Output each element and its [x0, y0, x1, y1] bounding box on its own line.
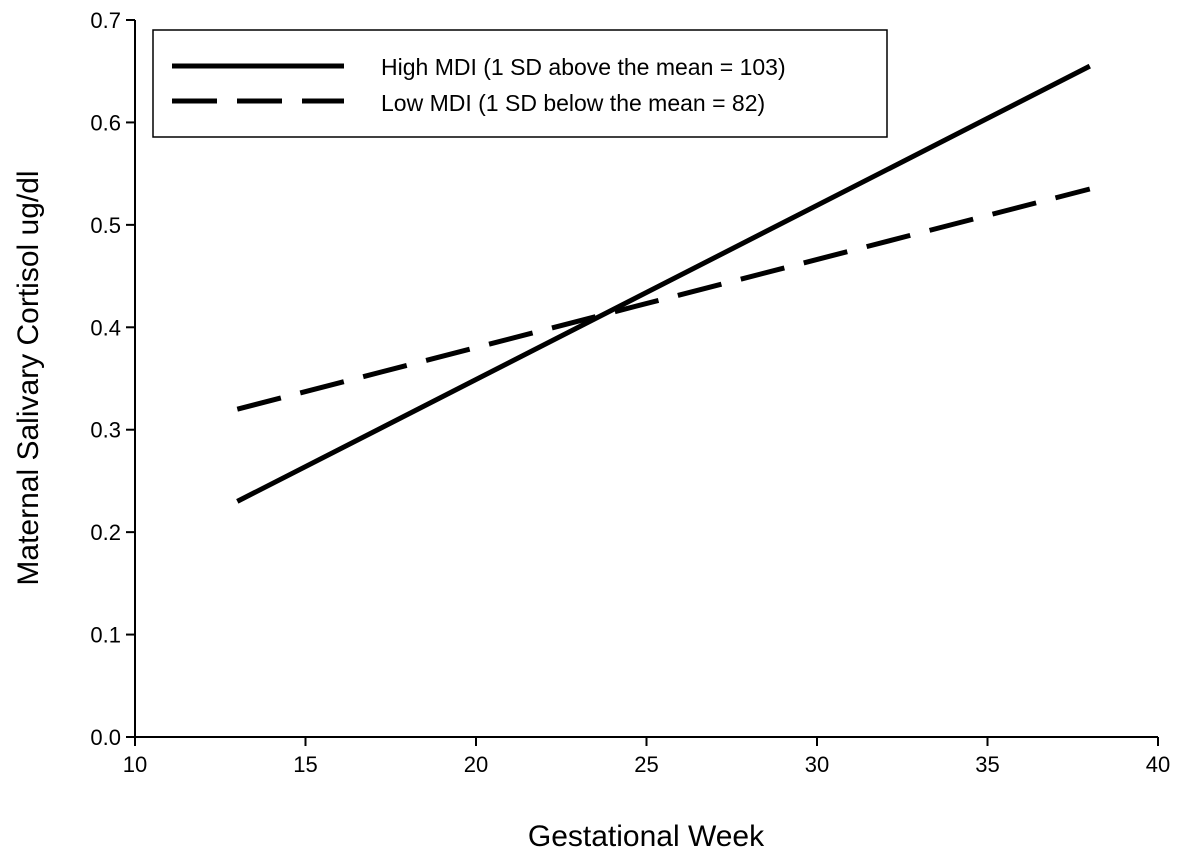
x-tick-label: 35: [975, 752, 999, 777]
x-ticks: 10 15 20 25 30 35 40: [123, 737, 1170, 777]
legend-label-low-mdi: Low MDI (1 SD below the mean = 82): [381, 90, 765, 116]
x-axis-title: Gestational Week: [528, 820, 765, 853]
x-tick-label: 40: [1146, 752, 1170, 777]
series-layer: [236, 63, 1091, 504]
y-tick-label: 0.2: [90, 520, 121, 545]
legend-label-high-mdi: High MDI (1 SD above the mean = 103): [381, 54, 786, 80]
y-tick-label: 0.5: [90, 213, 121, 238]
x-tick-label: 15: [293, 752, 317, 777]
y-tick-label: 0.6: [90, 110, 121, 135]
y-axis-title: Maternal Salivary Cortisol ug/dl: [12, 170, 45, 585]
y-tick-label: 0.4: [90, 315, 121, 340]
legend: High MDI (1 SD above the mean = 103) Low…: [152, 29, 888, 138]
y-tick-label: 0.1: [90, 623, 121, 648]
y-tick-label: 0.0: [90, 725, 121, 750]
series-line-low-mdi: [236, 186, 1091, 412]
y-tick-label: 0.3: [90, 418, 121, 443]
y-ticks: 0.0 0.1 0.2 0.3 0.4 0.5 0.6 0.7: [90, 8, 135, 750]
x-tick-label: 30: [805, 752, 829, 777]
y-tick-label: 0.7: [90, 8, 121, 33]
x-tick-label: 20: [464, 752, 488, 777]
legend-box: [152, 29, 888, 138]
x-tick-label: 25: [634, 752, 658, 777]
x-tick-label: 10: [123, 752, 147, 777]
series-line-high-mdi: [236, 63, 1091, 504]
